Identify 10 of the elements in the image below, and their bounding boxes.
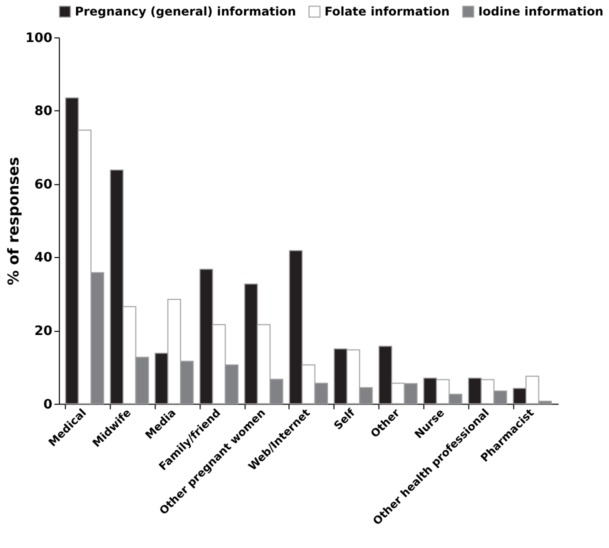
legend-label: Iodine information [478, 4, 604, 19]
legend-label: Pregnancy (general) information [74, 4, 296, 19]
y-tick-label: 60 [34, 177, 52, 192]
y-axis-title: % of responses [4, 156, 22, 286]
y-tick-label: 0 [43, 397, 52, 412]
legend-label: Folate information [324, 4, 450, 19]
y-tick-label: 80 [34, 104, 52, 120]
y-tick-label: 100 [25, 30, 52, 46]
y-tick-label: 40 [34, 250, 52, 266]
y-tick-label: 20 [34, 324, 52, 339]
